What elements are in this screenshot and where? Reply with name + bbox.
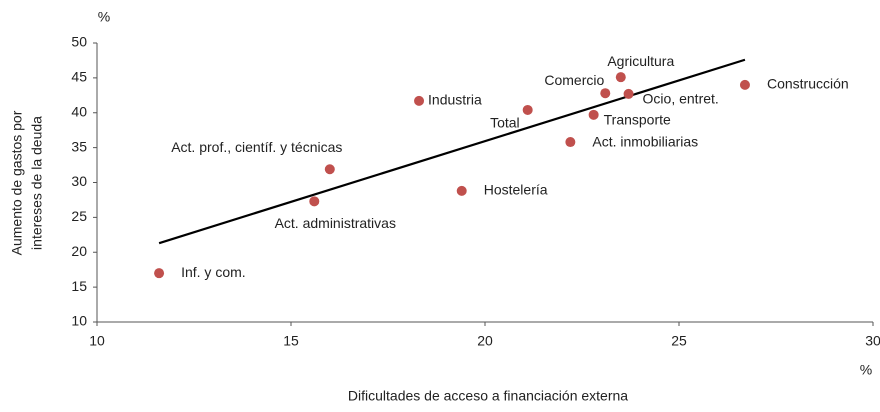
x-tick-label: 25	[671, 333, 687, 349]
x-tick-label: 15	[283, 333, 299, 349]
point	[565, 137, 576, 148]
point	[588, 109, 599, 120]
point	[154, 268, 165, 279]
y-tick-label: 25	[71, 208, 87, 224]
point	[522, 104, 533, 115]
y-tick-label: 50	[71, 34, 87, 50]
point	[600, 88, 611, 99]
y-tick-label: 45	[71, 69, 87, 85]
point-label: Inf. y com.	[181, 264, 246, 280]
point-label: Construcción	[767, 76, 849, 92]
y-tick-label: 30	[71, 173, 87, 189]
trend-line	[158, 58, 746, 245]
point-label: Act. administrativas	[275, 215, 396, 231]
point-label: Comercio	[544, 72, 604, 88]
y-axis-label: intereses de la deuda	[29, 116, 45, 250]
point-label: Ocio, entret.	[643, 91, 719, 107]
point-label: Industria	[428, 92, 482, 108]
point	[615, 72, 626, 83]
point-label: Act. inmobiliarias	[592, 134, 698, 150]
point-label: Hostelería	[484, 182, 548, 198]
point	[623, 88, 634, 99]
x-tick-label: 30	[865, 333, 880, 349]
point-label: Act. prof., científ. y técnicas	[171, 139, 342, 155]
y-tick-label: 20	[71, 243, 87, 259]
point-label: Total	[490, 115, 520, 131]
y-tick-label: 35	[71, 138, 87, 154]
point	[324, 164, 335, 175]
y-unit: %	[98, 9, 110, 25]
y-tick-label: 10	[71, 313, 87, 329]
point	[739, 79, 750, 90]
x-tick-label: 10	[89, 333, 105, 349]
y-tick-label: 40	[71, 103, 87, 119]
point	[414, 95, 425, 106]
x-tick-label: 20	[477, 333, 493, 349]
y-tick-label: 15	[71, 278, 87, 294]
point	[309, 196, 320, 207]
point	[456, 185, 467, 196]
x-unit: %	[860, 362, 872, 378]
point-label: Transporte	[604, 112, 671, 128]
y-axis-label: Aumento de gastos por	[9, 110, 25, 255]
point-label: Agricultura	[607, 53, 674, 69]
x-axis-label: Dificultades de acceso a financiación ex…	[348, 388, 628, 404]
